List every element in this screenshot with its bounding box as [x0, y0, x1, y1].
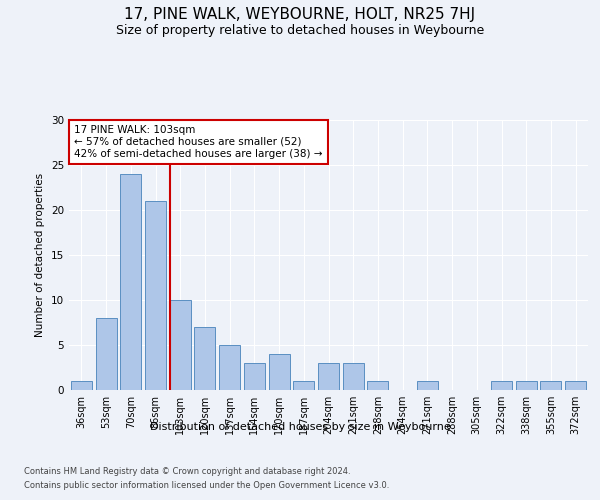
Bar: [343, 363, 364, 390]
Bar: [71, 381, 92, 390]
Text: Size of property relative to detached houses in Weybourne: Size of property relative to detached ho…: [116, 24, 484, 37]
Bar: [95, 318, 116, 390]
Bar: [318, 363, 339, 390]
Bar: [219, 345, 240, 390]
Bar: [194, 327, 215, 390]
Text: Contains public sector information licensed under the Open Government Licence v3: Contains public sector information licen…: [24, 481, 389, 490]
Text: Distribution of detached houses by size in Weybourne: Distribution of detached houses by size …: [149, 422, 451, 432]
Bar: [120, 174, 141, 390]
Bar: [244, 363, 265, 390]
Text: 17, PINE WALK, WEYBOURNE, HOLT, NR25 7HJ: 17, PINE WALK, WEYBOURNE, HOLT, NR25 7HJ: [124, 8, 476, 22]
Bar: [417, 381, 438, 390]
Bar: [293, 381, 314, 390]
Bar: [170, 300, 191, 390]
Text: 17 PINE WALK: 103sqm
← 57% of detached houses are smaller (52)
42% of semi-detac: 17 PINE WALK: 103sqm ← 57% of detached h…: [74, 126, 323, 158]
Bar: [541, 381, 562, 390]
Bar: [145, 201, 166, 390]
Bar: [565, 381, 586, 390]
Y-axis label: Number of detached properties: Number of detached properties: [35, 173, 46, 337]
Bar: [516, 381, 537, 390]
Text: Contains HM Land Registry data © Crown copyright and database right 2024.: Contains HM Land Registry data © Crown c…: [24, 468, 350, 476]
Bar: [367, 381, 388, 390]
Bar: [491, 381, 512, 390]
Bar: [269, 354, 290, 390]
